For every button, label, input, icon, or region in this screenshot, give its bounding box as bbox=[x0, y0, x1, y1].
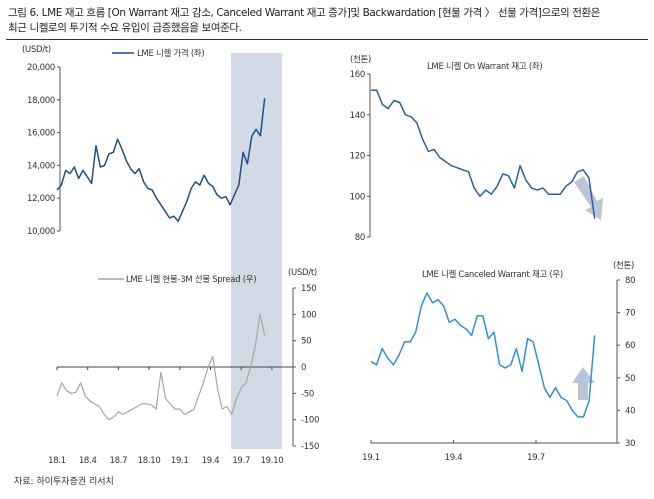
spread-y-tick-label: 100 bbox=[301, 310, 316, 320]
spread-y-tick-label: 50 bbox=[301, 337, 311, 347]
highlight-band bbox=[230, 53, 283, 449]
canceled-line bbox=[370, 292, 596, 418]
spread-y-tick-label: -100 bbox=[301, 416, 319, 426]
spread-line bbox=[56, 313, 266, 421]
title-line-2: 최근 니켈로의 투기적 수요 유입이 급증했음을 보여준다. bbox=[8, 22, 242, 34]
on-warrant-y-tick-label: 80 bbox=[355, 233, 365, 243]
price-y-tick-label: 14,000 bbox=[27, 161, 55, 171]
legend-on-warrant: LME 니켈 On Warrant 재고 (좌) bbox=[427, 61, 542, 72]
spread-y-tick-label: 0 bbox=[301, 363, 306, 373]
on-warrant-y-tick-label: 140 bbox=[350, 111, 365, 121]
canceled-y-tick-label: 50 bbox=[625, 374, 635, 384]
on-warrant-line bbox=[371, 89, 596, 219]
x-tick-label: 18.1 bbox=[48, 456, 66, 466]
x-tick-label: 19.1 bbox=[171, 456, 189, 466]
y-axis-label-canceled: (천톤) bbox=[613, 260, 634, 271]
spread-y-tick-label: -50 bbox=[301, 389, 314, 399]
figure-title: 그림 6. LME 재고 흐름 [On Warrant 재고 감소, Cance… bbox=[8, 6, 648, 36]
x-tick-label: 19.4 bbox=[445, 453, 463, 463]
x-tick-label: 19.4 bbox=[202, 456, 220, 466]
spread-y-tick-label: 150 bbox=[301, 284, 316, 294]
canceled-y-tick-label: 30 bbox=[625, 439, 635, 449]
price-y-tick-label: 16,000 bbox=[27, 129, 55, 139]
price-y-tick-label: 12,000 bbox=[27, 194, 55, 204]
x-tick-label: 19.10 bbox=[260, 456, 283, 466]
title-line-1: 그림 6. LME 재고 흐름 [On Warrant 재고 감소, Cance… bbox=[8, 7, 601, 19]
x-tick-label: 19.1 bbox=[362, 453, 380, 463]
up-arrow-icon bbox=[572, 367, 595, 400]
legend-canceled: LME 니켈 Canceled Warrant 재고 (우) bbox=[422, 269, 563, 280]
price-y-tick-label: 18,000 bbox=[27, 96, 55, 106]
price-y-tick-label: 20,000 bbox=[27, 63, 55, 73]
x-tick-label: 18.10 bbox=[138, 456, 161, 466]
x-tick-label: 19.7 bbox=[527, 453, 545, 463]
x-tick-label: 19.7 bbox=[232, 456, 250, 466]
x-tick-label: 18.4 bbox=[79, 456, 97, 466]
canceled-y-tick-label: 80 bbox=[625, 276, 635, 286]
title-divider bbox=[6, 39, 648, 40]
spread-y-tick-label: -150 bbox=[301, 442, 319, 452]
on-warrant-y-tick-label: 100 bbox=[350, 192, 365, 202]
y-axis-label-on-warrant: (천톤) bbox=[350, 54, 371, 65]
source-note: 자료: 하이투자증권 리서치 bbox=[14, 477, 114, 487]
canceled-y-tick-label: 60 bbox=[625, 341, 635, 351]
legend-price: LME 니켈 가격 (좌) bbox=[137, 48, 204, 59]
legend-spread: LME 니켈 현물-3M 선물 Spread (우) bbox=[126, 274, 256, 285]
on-warrant-y-tick-label: 120 bbox=[350, 152, 365, 162]
y-axis-label-price: (USD/t) bbox=[22, 45, 51, 55]
price-line bbox=[56, 98, 266, 222]
canceled-y-tick-label: 40 bbox=[625, 406, 635, 416]
on-warrant-y-tick-label: 160 bbox=[350, 70, 365, 80]
y-axis-label-spread: (USD/t) bbox=[288, 268, 317, 278]
down-arrow-icon bbox=[574, 176, 603, 220]
canceled-y-tick-label: 70 bbox=[625, 309, 635, 319]
price-y-tick-label: 10,000 bbox=[27, 227, 55, 237]
x-tick-label: 18.7 bbox=[110, 456, 128, 466]
